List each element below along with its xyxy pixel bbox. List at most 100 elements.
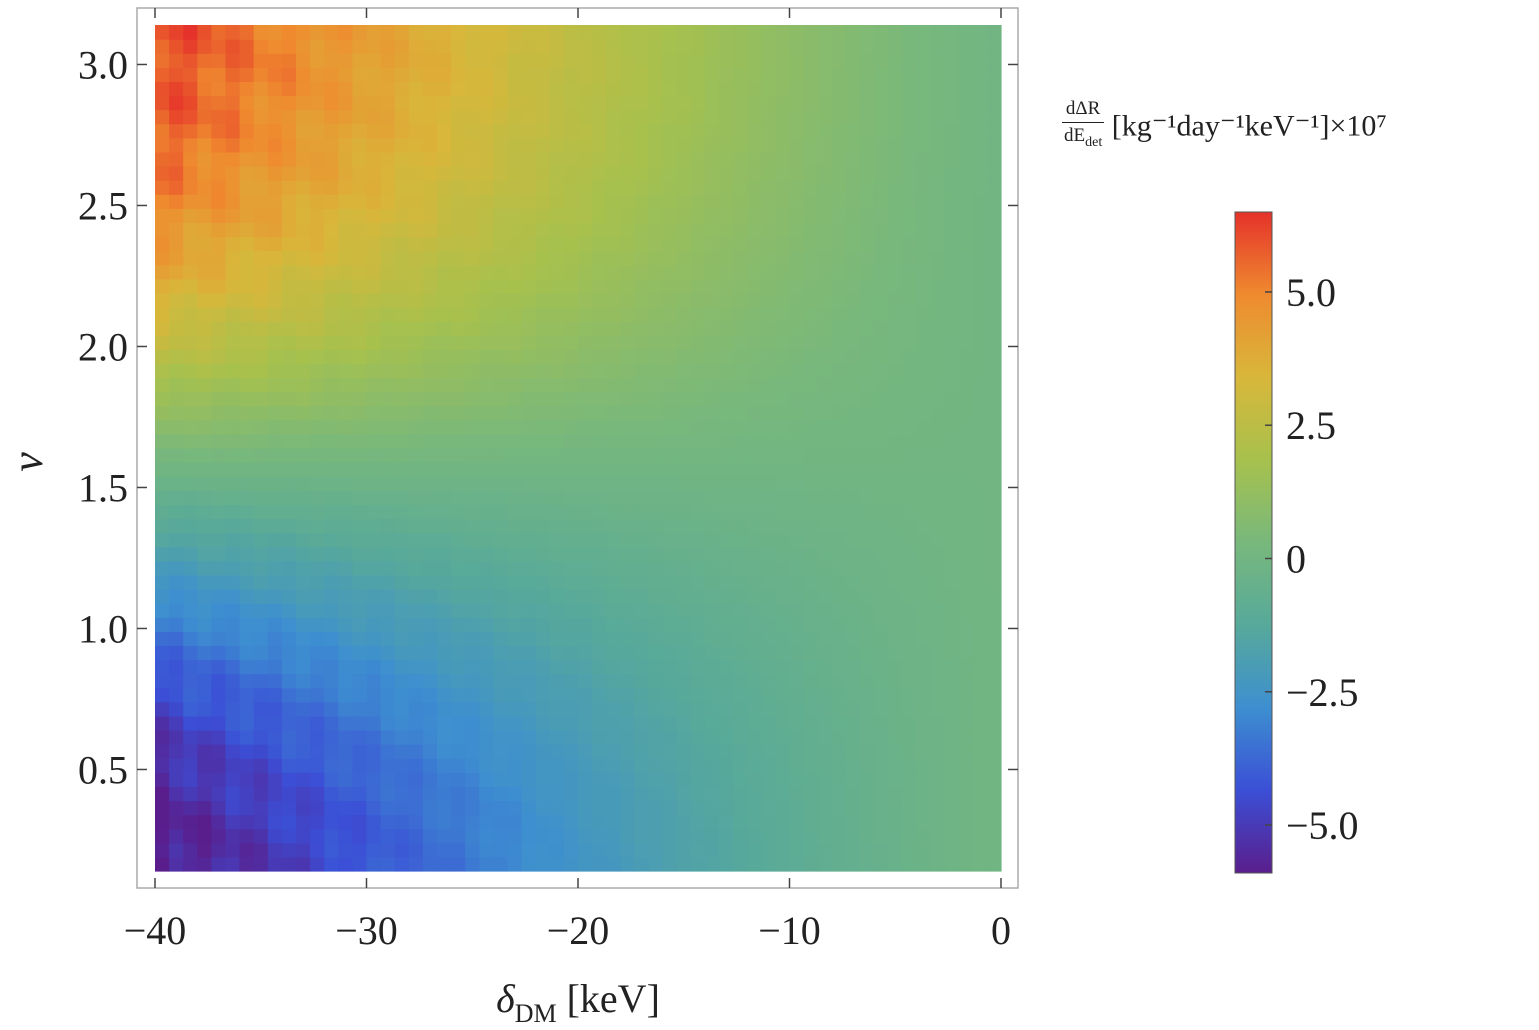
heatmap-cell — [169, 53, 184, 68]
heatmap-cell — [380, 137, 396, 153]
heatmap-cell — [324, 758, 339, 773]
heatmap-cell — [888, 264, 903, 280]
heatmap-cell — [733, 617, 748, 632]
heatmap-cell — [535, 589, 551, 604]
heatmap-cell — [267, 617, 283, 632]
heatmap-cell — [888, 166, 903, 181]
heatmap-cell — [789, 25, 805, 40]
heatmap-cell — [845, 194, 861, 209]
heatmap-cell — [606, 321, 621, 336]
heatmap-cell — [169, 730, 184, 745]
heatmap-cell — [493, 490, 509, 505]
heatmap-cell — [620, 560, 635, 576]
heatmap-cell — [775, 800, 791, 816]
heatmap-cell — [874, 222, 889, 238]
heatmap-cell — [296, 208, 311, 223]
heatmap-cell — [860, 504, 875, 520]
heatmap-cell — [535, 433, 551, 449]
heatmap-cell — [394, 546, 410, 562]
heatmap-cell — [662, 603, 678, 618]
heatmap-cell — [155, 715, 170, 731]
heatmap-cell — [465, 433, 480, 449]
heatmap-cell — [902, 758, 917, 773]
heatmap-cell — [324, 236, 339, 252]
heatmap-cell — [563, 151, 579, 167]
heatmap-cell — [944, 828, 960, 844]
heatmap-cell — [169, 208, 184, 223]
heatmap-cell — [380, 433, 396, 449]
heatmap-cell — [437, 814, 452, 830]
heatmap-cell — [874, 53, 889, 68]
heatmap-cell — [902, 25, 917, 40]
heatmap-cell — [451, 208, 466, 223]
heatmap-cell — [676, 476, 692, 491]
heatmap-cell — [690, 490, 706, 505]
heatmap-cell — [310, 250, 325, 266]
heatmap-cell — [916, 560, 932, 576]
heatmap-cell — [958, 546, 974, 562]
heatmap-cell — [704, 405, 720, 421]
heatmap-cell — [803, 546, 819, 562]
heatmap-cell — [634, 659, 650, 675]
heatmap-cell — [197, 151, 212, 167]
heatmap-cell — [253, 814, 269, 830]
heatmap-cell — [296, 715, 311, 731]
heatmap-cell — [507, 194, 523, 209]
heatmap-cell — [606, 856, 621, 872]
heatmap-cell — [817, 800, 833, 816]
heatmap-cell — [747, 250, 762, 266]
heatmap-cell — [817, 391, 833, 407]
heatmap-cell — [183, 448, 198, 463]
heatmap-cell — [986, 363, 1002, 379]
heatmap-cell — [324, 81, 339, 97]
heatmap-cell — [831, 828, 847, 844]
heatmap-cell — [733, 236, 748, 252]
heatmap-cell — [747, 194, 762, 209]
heatmap-cell — [281, 687, 297, 703]
heatmap-cell — [958, 786, 974, 802]
heatmap-cell — [183, 673, 198, 689]
heatmap-cell — [394, 659, 410, 675]
heatmap-cell — [380, 391, 396, 407]
heatmap-cell — [479, 95, 494, 111]
heatmap-cell — [296, 109, 311, 125]
heatmap-cell — [451, 687, 466, 703]
heatmap-cell — [493, 278, 509, 294]
heatmap-cell — [183, 532, 198, 548]
heatmap-cell — [874, 377, 889, 393]
heatmap-cell — [253, 856, 269, 872]
heatmap-cell — [281, 109, 297, 125]
heatmap-cell — [831, 180, 847, 195]
heatmap-cell — [366, 772, 382, 787]
heatmap-cell — [310, 476, 325, 491]
heatmap-cell — [155, 687, 170, 703]
heatmap-cell — [310, 560, 325, 576]
heatmap-cell — [155, 391, 170, 407]
heatmap-cell — [507, 856, 523, 872]
heatmap-cell — [719, 433, 734, 449]
heatmap-cell — [239, 363, 255, 379]
heatmap-cell — [451, 560, 466, 576]
heatmap-cell — [169, 532, 184, 548]
heatmap-cell — [986, 772, 1002, 787]
heatmap-cell — [662, 687, 678, 703]
heatmap-cell — [380, 67, 396, 82]
heatmap-cell — [225, 617, 241, 632]
heatmap-cell — [310, 180, 325, 195]
heatmap-cell — [719, 546, 734, 562]
heatmap-cell — [972, 25, 988, 40]
heatmap-cell — [676, 39, 692, 54]
heatmap-cell — [437, 617, 452, 632]
heatmap-cell — [690, 349, 706, 364]
heatmap-cell — [803, 377, 819, 393]
heatmap-cell — [747, 236, 762, 252]
heatmap-cell — [761, 546, 776, 562]
heatmap-cell — [803, 321, 819, 336]
heatmap-cell — [845, 321, 861, 336]
heatmap-cell — [366, 208, 382, 223]
heatmap-cell — [606, 546, 621, 562]
heatmap-cell — [747, 95, 762, 111]
heatmap-cell — [592, 476, 607, 491]
heatmap-cell — [817, 151, 833, 167]
heatmap-cell — [888, 603, 903, 618]
